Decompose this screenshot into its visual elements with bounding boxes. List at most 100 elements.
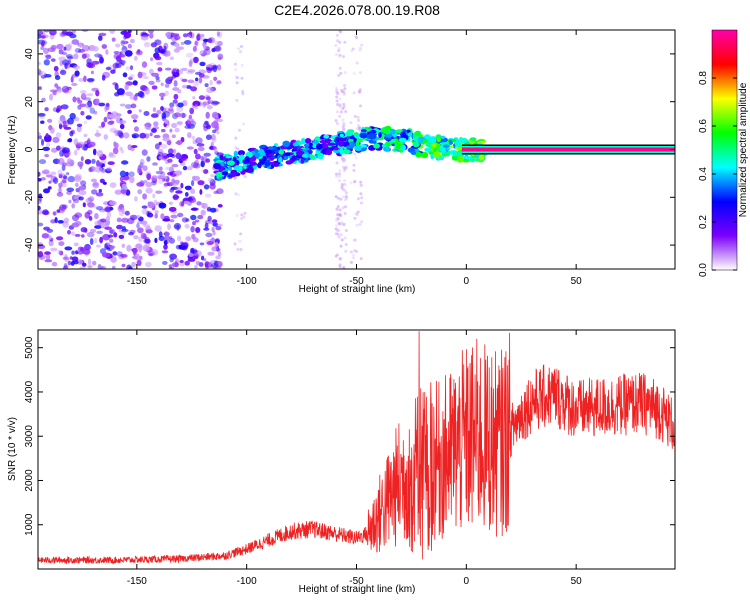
noise-speckle (104, 226, 113, 230)
streak-speckle (355, 36, 359, 40)
noise-speckle (148, 201, 154, 208)
noise-speckle (92, 148, 97, 156)
noise-speckle (160, 48, 166, 55)
noise-speckle (80, 180, 87, 186)
noise-speckle (203, 184, 210, 190)
spectrogram-x-tick-label: -100 (237, 276, 257, 287)
noise-speckle (144, 87, 150, 95)
streak-speckle (359, 104, 362, 108)
snr-x-tick-label: 0 (464, 576, 470, 587)
noise-speckle (127, 109, 132, 114)
noise-speckle (65, 264, 69, 268)
spectrogram-x-tick-label: -150 (127, 276, 147, 287)
streak-speckle (340, 184, 344, 188)
ridge-blob (333, 147, 339, 151)
noise-speckle (86, 78, 95, 82)
streak-speckle (240, 217, 244, 220)
streak-speckle (338, 40, 342, 44)
noise-speckle (94, 225, 102, 229)
noise-speckle (194, 104, 198, 110)
noise-speckle (121, 160, 129, 165)
noise-speckle (154, 56, 162, 61)
noise-speckle (78, 186, 84, 191)
streak-speckle (342, 223, 346, 226)
streak-speckle (242, 215, 246, 219)
ridge-blob (343, 149, 351, 155)
noise-speckle (203, 152, 211, 157)
noise-speckle (123, 31, 132, 39)
ridge-blob (302, 153, 308, 158)
streak-speckle (340, 220, 344, 224)
streak-speckle (344, 249, 348, 253)
noise-speckle (38, 112, 46, 117)
noise-speckle (202, 101, 210, 106)
streak-speckle (337, 228, 341, 232)
streak-speckle (354, 156, 358, 160)
streak-speckle (339, 105, 342, 109)
streak-speckle (341, 107, 345, 110)
ridge-blob (219, 154, 224, 160)
noise-speckle (100, 265, 104, 269)
ridge-blob (226, 160, 235, 166)
noise-speckle (187, 166, 193, 171)
noise-speckle (40, 35, 46, 39)
noise-speckle (62, 120, 67, 125)
noise-speckle (95, 192, 104, 197)
noise-speckle (98, 102, 106, 107)
ridge-blob (249, 161, 257, 166)
noise-speckle (143, 224, 151, 228)
noise-speckle (209, 145, 214, 150)
noise-speckle (119, 123, 125, 130)
noise-speckle (100, 222, 106, 229)
noise-speckle (164, 119, 169, 125)
streak-speckle (343, 84, 346, 87)
snr-y-tick-label: 2000 (24, 469, 35, 492)
noise-speckle (204, 222, 209, 229)
noise-speckle (134, 126, 139, 132)
noise-speckle (58, 206, 65, 210)
noise-speckle (171, 74, 177, 79)
noise-speckle (51, 261, 58, 267)
noise-speckle (62, 124, 68, 128)
streak-speckle (344, 228, 348, 232)
ridge-blob (373, 143, 380, 149)
streak-speckle (335, 122, 339, 126)
streak-speckle (342, 105, 346, 109)
noise-speckle (80, 110, 85, 116)
noise-speckle (56, 145, 61, 151)
streak-speckle (243, 211, 247, 215)
noise-speckle (195, 227, 201, 233)
noise-speckle (67, 117, 74, 125)
noise-speckle (198, 101, 203, 107)
streak-speckle (335, 110, 339, 114)
noise-speckle (201, 255, 205, 261)
noise-speckle (60, 180, 67, 184)
noise-speckle (173, 222, 182, 230)
noise-speckle (141, 245, 149, 251)
noise-speckle (80, 90, 87, 94)
noise-speckle (156, 109, 162, 115)
noise-speckle (105, 206, 112, 213)
streak-speckle (337, 49, 341, 53)
streak-speckle (343, 212, 347, 215)
noise-speckle (160, 106, 164, 111)
noise-speckle (87, 202, 95, 208)
noise-speckle (46, 174, 53, 178)
noise-speckle (197, 180, 205, 186)
noise-speckle (98, 188, 103, 193)
streak-speckle (359, 184, 363, 187)
streak-speckle (338, 97, 342, 101)
noise-speckle (131, 114, 139, 120)
streak-speckle (334, 227, 338, 231)
noise-speckle (78, 190, 87, 196)
spectrogram-panel: -150 -100 -50 0 50 -40 -20 0 20 40 Height of str… (7, 29, 676, 295)
noise-speckle (172, 87, 180, 91)
noise-speckle (180, 182, 184, 189)
noise-speckle (191, 180, 195, 187)
streak-speckle (233, 63, 237, 66)
noise-speckle (50, 219, 56, 224)
noise-speckle (137, 49, 141, 54)
noise-speckle (175, 190, 183, 194)
noise-speckle (187, 79, 195, 84)
noise-speckle (171, 180, 180, 186)
